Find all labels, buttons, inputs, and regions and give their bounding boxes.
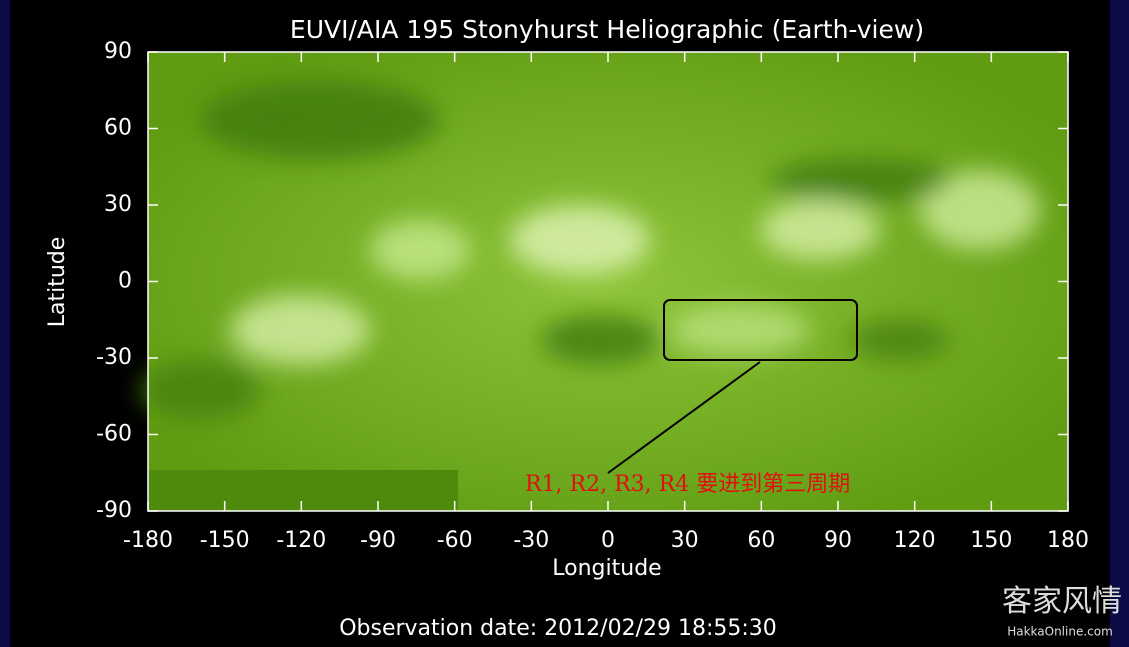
x-tick-label: 0 xyxy=(601,528,615,553)
y-tick-label: 30 xyxy=(104,192,132,217)
x-tick-label: -180 xyxy=(123,528,173,553)
solar-map xyxy=(140,52,1068,511)
x-tick-label: -150 xyxy=(200,528,250,553)
x-tick-label: -120 xyxy=(276,528,326,553)
y-tick-label: -90 xyxy=(96,498,132,523)
x-tick-label: -30 xyxy=(513,528,549,553)
y-tick-label: 90 xyxy=(104,39,132,64)
y-tick-label: 0 xyxy=(118,269,132,294)
x-tick-label: 180 xyxy=(1047,528,1089,553)
x-tick-label: 60 xyxy=(747,528,775,553)
y-tick-label: -60 xyxy=(96,422,132,447)
y-tick-label: -30 xyxy=(96,345,132,370)
x-tick-label: -60 xyxy=(437,528,473,553)
x-tick-label: -90 xyxy=(360,528,396,553)
x-tick-label: 150 xyxy=(970,528,1012,553)
chart-title: EUVI/AIA 195 Stonyhurst Heliographic (Ea… xyxy=(290,15,924,44)
watermark-site: HakkaOnline.com xyxy=(1007,625,1113,639)
observation-date: Observation date: 2012/02/29 18:55:30 xyxy=(339,616,777,641)
highlight-box xyxy=(663,299,858,361)
y-tick-label: 60 xyxy=(104,116,132,141)
x-tick-label: 30 xyxy=(671,528,699,553)
y-axis-label: Latitude xyxy=(45,237,70,328)
watermark-title: 客家风情 xyxy=(1002,584,1122,619)
x-axis-label: Longitude xyxy=(552,556,661,581)
x-tick-label: 90 xyxy=(824,528,852,553)
annotation-arrow xyxy=(607,361,761,474)
annotation: R1, R2, R3, R4 要进到第三周期 xyxy=(525,472,850,497)
x-tick-label: 120 xyxy=(894,528,936,553)
